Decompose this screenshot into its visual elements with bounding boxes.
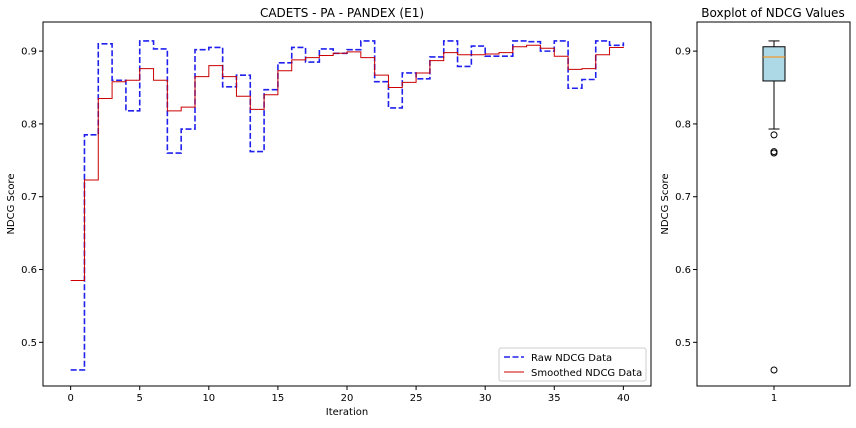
raw-ndcg-series-line [70,40,625,371]
boxplot-chart: Boxplot of NDCG Values 1 0.5 0.6 0.7 0.8 0.9… [660,6,851,404]
y-axis-label: NDCG Score [6,173,17,234]
y-tick-label: 0.9 [21,47,37,58]
boxplot-y-tick-label: 0.6 [675,265,691,276]
plot-frame [42,21,652,387]
boxplot-y-ticks: 0.5 0.6 0.7 0.8 0.9 [675,47,697,349]
x-tick-label: 10 [202,393,215,404]
smoothed-ndcg-series-line [70,44,624,281]
legend-raw-label: Raw NDCG Data [531,353,612,364]
boxplot-y-axis-label: NDCG Score [660,173,671,234]
x-tick-label: 25 [410,393,423,404]
outlier-point [770,149,778,157]
y-tick-label: 0.8 [21,119,37,130]
y-tick-label: 0.6 [21,265,37,276]
x-axis-ticks: 0 5 10 15 20 25 30 35 40 [67,386,630,404]
legend: Raw NDCG Data Smoothed NDCG Data [498,347,647,382]
legend-box [498,347,647,382]
x-tick-label: 35 [548,393,561,404]
series-group [70,40,625,371]
x-tick-label: 0 [67,393,73,404]
boxplot-x-ticks: 1 [771,386,777,404]
x-tick-label: 40 [617,393,630,404]
x-tick-label: 5 [137,393,143,404]
boxplot-y-tick-label: 0.5 [675,338,691,349]
outlier-point [770,366,778,374]
outlier-point [770,131,778,139]
iqr-box [762,46,786,82]
x-tick-label: 20 [341,393,354,404]
boxplot-elements [762,40,786,374]
legend-smoothed-label: Smoothed NDCG Data [531,368,642,379]
chart-title: CADETS - PA - PANDEX (E1) [260,6,424,20]
line-chart: CADETS - PA - PANDEX (E1) 0 5 10 15 20 25 30 35… [6,6,652,418]
boxplot-x-tick-label: 1 [771,393,777,404]
y-axis-ticks: 0.5 0.6 0.7 0.8 0.9 [21,47,43,349]
boxplot-y-tick-label: 0.7 [675,192,691,203]
y-tick-label: 0.5 [21,338,37,349]
boxplot-y-tick-label: 0.8 [675,119,691,130]
boxplot-y-tick-label: 0.9 [675,47,691,58]
boxplot-title: Boxplot of NDCG Values [701,6,844,20]
x-tick-label: 30 [479,393,492,404]
x-axis-label: Iteration [326,407,368,418]
y-tick-label: 0.7 [21,192,37,203]
x-tick-label: 15 [272,393,285,404]
